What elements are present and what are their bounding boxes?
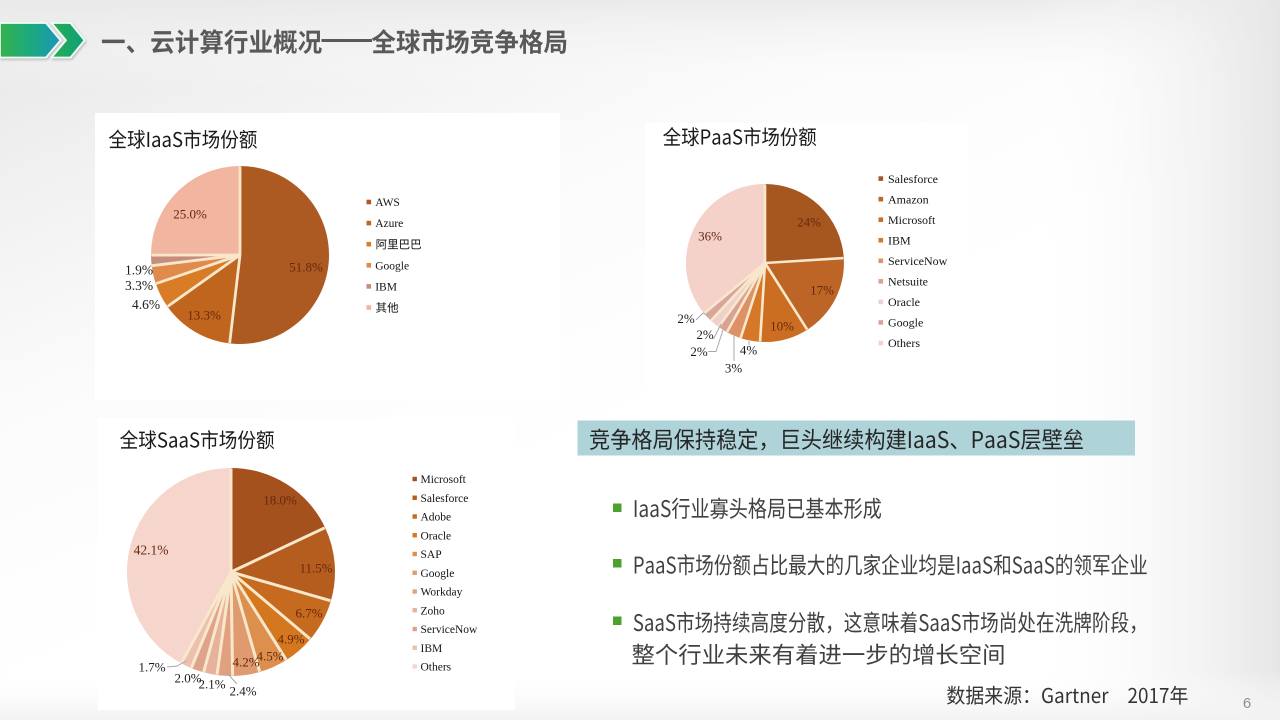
svg-text:Salesforce: Salesforce — [421, 493, 469, 505]
svg-text:42.1%: 42.1% — [134, 543, 169, 558]
svg-text:Microsoft: Microsoft — [888, 213, 936, 227]
svg-text:13.3%: 13.3% — [187, 308, 221, 323]
svg-text:3.3%: 3.3% — [125, 278, 153, 293]
svg-text:Others: Others — [888, 336, 920, 350]
svg-text:Oracle: Oracle — [421, 530, 452, 542]
svg-text:SAP: SAP — [421, 549, 442, 561]
svg-text:36%: 36% — [698, 229, 722, 244]
svg-text:11.5%: 11.5% — [299, 561, 332, 576]
svg-text:4.5%: 4.5% — [256, 649, 283, 664]
svg-text:2%: 2% — [690, 344, 708, 359]
svg-text:Azure: Azure — [375, 218, 403, 230]
svg-text:4.6%: 4.6% — [132, 297, 160, 312]
svg-text:Microsoft: Microsoft — [421, 474, 467, 486]
svg-text:1.9%: 1.9% — [125, 263, 153, 278]
svg-text:51.8%: 51.8% — [289, 260, 323, 275]
svg-text:2%: 2% — [677, 311, 695, 326]
svg-text:10%: 10% — [770, 319, 794, 334]
svg-text:IBM: IBM — [421, 643, 443, 655]
svg-text:Adobe: Adobe — [421, 512, 452, 524]
svg-text:ServiceNow: ServiceNow — [421, 624, 479, 636]
svg-text:Google: Google — [421, 568, 455, 580]
svg-text:Netsuite: Netsuite — [888, 275, 928, 289]
svg-text:Salesforce: Salesforce — [888, 172, 938, 186]
svg-text:17%: 17% — [810, 283, 834, 298]
svg-text:4.2%: 4.2% — [232, 655, 259, 670]
svg-text:Oracle: Oracle — [888, 295, 920, 309]
svg-text:6.7%: 6.7% — [295, 606, 322, 621]
svg-text:IBM: IBM — [888, 233, 911, 247]
svg-text:3%: 3% — [725, 361, 743, 376]
svg-text:4%: 4% — [740, 343, 758, 358]
svg-text:IBM: IBM — [375, 281, 397, 293]
svg-text:Google: Google — [888, 316, 923, 330]
svg-text:6: 6 — [1243, 695, 1251, 712]
svg-text:2.4%: 2.4% — [229, 684, 256, 699]
svg-text:Google: Google — [375, 260, 409, 272]
svg-text:Others: Others — [421, 662, 452, 674]
svg-text:25.0%: 25.0% — [173, 207, 207, 222]
svg-text:1.7%: 1.7% — [138, 660, 165, 675]
svg-text:Zoho: Zoho — [421, 605, 446, 617]
svg-text:4.9%: 4.9% — [277, 632, 304, 647]
svg-text:AWS: AWS — [375, 197, 400, 209]
svg-text:24%: 24% — [797, 215, 821, 230]
svg-text:2.1%: 2.1% — [198, 677, 225, 692]
svg-text:Amazon: Amazon — [888, 192, 929, 206]
svg-text:ServiceNow: ServiceNow — [888, 254, 948, 268]
svg-text:2%: 2% — [696, 327, 714, 342]
svg-text:2.0%: 2.0% — [174, 671, 201, 686]
svg-text:18.0%: 18.0% — [263, 493, 297, 508]
svg-text:Workday: Workday — [421, 587, 463, 599]
